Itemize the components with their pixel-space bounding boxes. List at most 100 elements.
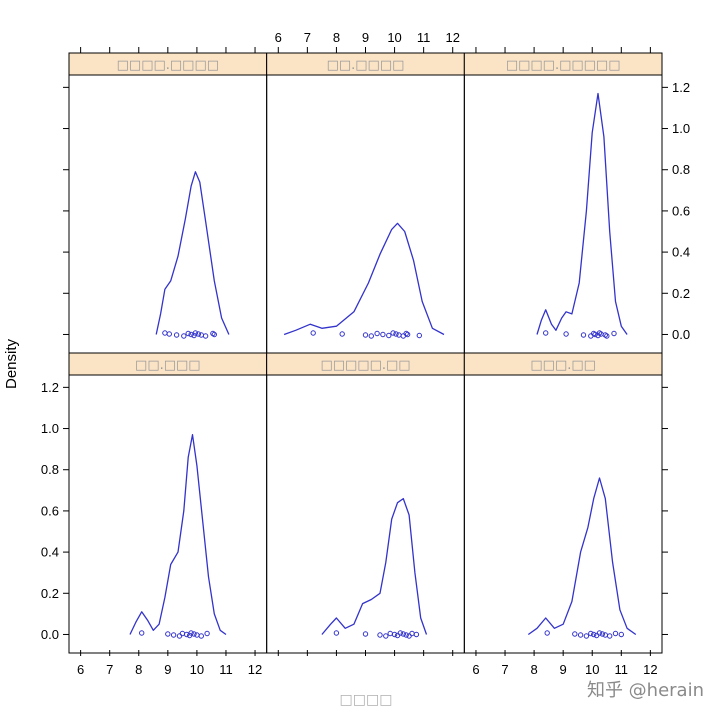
data-point xyxy=(583,633,590,639)
panel-frame xyxy=(68,74,268,354)
panel-title: □□.□□□□ xyxy=(327,58,405,73)
y-tick-label: 0.0 xyxy=(672,327,690,342)
data-point xyxy=(596,630,603,636)
data-point xyxy=(194,632,200,638)
data-point xyxy=(602,632,608,638)
panel-title: □□.□□□ xyxy=(135,358,201,373)
data-point xyxy=(368,333,374,339)
panel-3: □□□□.□□□□□ xyxy=(463,52,663,354)
data-point xyxy=(362,631,369,637)
data-point xyxy=(386,332,392,339)
x-tick-label: 11 xyxy=(219,662,233,677)
data-point xyxy=(400,333,406,339)
data-point xyxy=(599,631,606,637)
panel-frame xyxy=(266,374,465,654)
x-tick-label: 10 xyxy=(585,662,599,677)
data-point xyxy=(611,330,617,337)
data-point xyxy=(393,331,399,337)
x-ticks-bare-3 xyxy=(475,47,651,53)
data-point xyxy=(409,630,415,637)
data-point xyxy=(333,630,340,636)
x-tick-label: 8 xyxy=(135,662,142,677)
data-point xyxy=(202,333,209,339)
y-tick-label: 0.2 xyxy=(41,586,59,601)
x-tick-label: 9 xyxy=(164,662,171,677)
data-point xyxy=(362,332,369,338)
data-point xyxy=(195,331,202,337)
data-point xyxy=(198,633,205,639)
data-point xyxy=(383,633,389,639)
data-point xyxy=(139,630,145,636)
panel-title: □□□□.□□□□□ xyxy=(506,58,621,73)
data-point xyxy=(563,331,569,337)
data-point xyxy=(400,631,406,637)
y-axis-left-row1 xyxy=(63,86,69,335)
y-axis-title: Density xyxy=(3,338,20,389)
density-curve xyxy=(527,477,637,636)
data-point xyxy=(339,331,345,337)
x-tick-label: 7 xyxy=(304,30,311,45)
y-tick-label: 1.2 xyxy=(41,380,59,395)
x-ticks-bare-2 xyxy=(277,650,454,656)
x-axis-title: □□□□ xyxy=(340,692,393,708)
x-tick-label: 6 xyxy=(472,662,479,677)
x-tick-label: 10 xyxy=(190,662,204,677)
data-point xyxy=(185,330,191,337)
x-tick-label: 11 xyxy=(417,30,431,45)
data-point xyxy=(403,632,409,638)
data-point xyxy=(572,631,578,637)
density-curve xyxy=(283,222,445,336)
data-point xyxy=(198,332,205,338)
data-point xyxy=(176,633,183,639)
x-tick-label: 12 xyxy=(643,662,657,677)
y-tick-label: 0.8 xyxy=(41,462,59,477)
data-point xyxy=(406,633,412,639)
data-point xyxy=(390,330,396,336)
density-curve xyxy=(155,171,230,335)
x-tick-label: 11 xyxy=(615,662,629,677)
y-tick-label: 1.0 xyxy=(41,421,59,436)
density-curve xyxy=(129,434,227,636)
data-point xyxy=(188,630,194,636)
panel-frame xyxy=(68,374,268,654)
data-point xyxy=(543,330,549,336)
y-axis-right-row1: 0.0 0.2 0.4 0.6 0.8 1.0 1.2 xyxy=(662,80,690,342)
data-point xyxy=(170,632,177,638)
x-tick-label: 8 xyxy=(333,30,340,45)
x-tick-label: 7 xyxy=(501,662,508,677)
data-point xyxy=(179,630,186,637)
panel-4: □□.□□□ xyxy=(68,352,268,654)
panel-6: □□□.□□ xyxy=(463,352,663,654)
data-point xyxy=(204,630,210,637)
data-point xyxy=(310,330,316,336)
panel-frame xyxy=(266,74,465,354)
y-tick-label: 0.6 xyxy=(41,503,59,518)
panel-title: □□□.□□ xyxy=(530,358,596,373)
data-point xyxy=(397,630,404,636)
density-curve xyxy=(536,92,628,335)
data-point xyxy=(188,331,194,338)
watermark-text: 知乎 @herain xyxy=(586,680,704,701)
data-point xyxy=(391,631,398,638)
y-tick-label: 1.2 xyxy=(672,80,690,95)
x-tick-label: 6 xyxy=(275,30,282,45)
y-tick-label: 0.0 xyxy=(41,627,59,642)
data-point xyxy=(593,632,600,639)
data-point xyxy=(588,333,594,339)
data-point xyxy=(387,630,393,637)
y-tick-label: 1.0 xyxy=(672,121,690,136)
panel-frame xyxy=(463,74,663,354)
panels-layer: □□□□.□□□□ □□.□□□□ □□□□.□□□□□ □□.□□□ □□□□□.□□… xyxy=(68,52,663,654)
data-point xyxy=(612,630,619,637)
density-curve xyxy=(321,497,428,635)
data-point xyxy=(404,331,411,338)
panel-1: □□□□.□□□□ xyxy=(68,52,268,354)
y-tick-label: 0.4 xyxy=(672,245,690,260)
data-point xyxy=(544,630,550,636)
x-tick-label: 12 xyxy=(445,30,459,45)
data-point xyxy=(211,331,218,338)
data-point xyxy=(588,630,594,637)
x-tick-label: 9 xyxy=(362,30,369,45)
data-point xyxy=(394,632,401,639)
x-tick-label: 10 xyxy=(387,30,401,45)
